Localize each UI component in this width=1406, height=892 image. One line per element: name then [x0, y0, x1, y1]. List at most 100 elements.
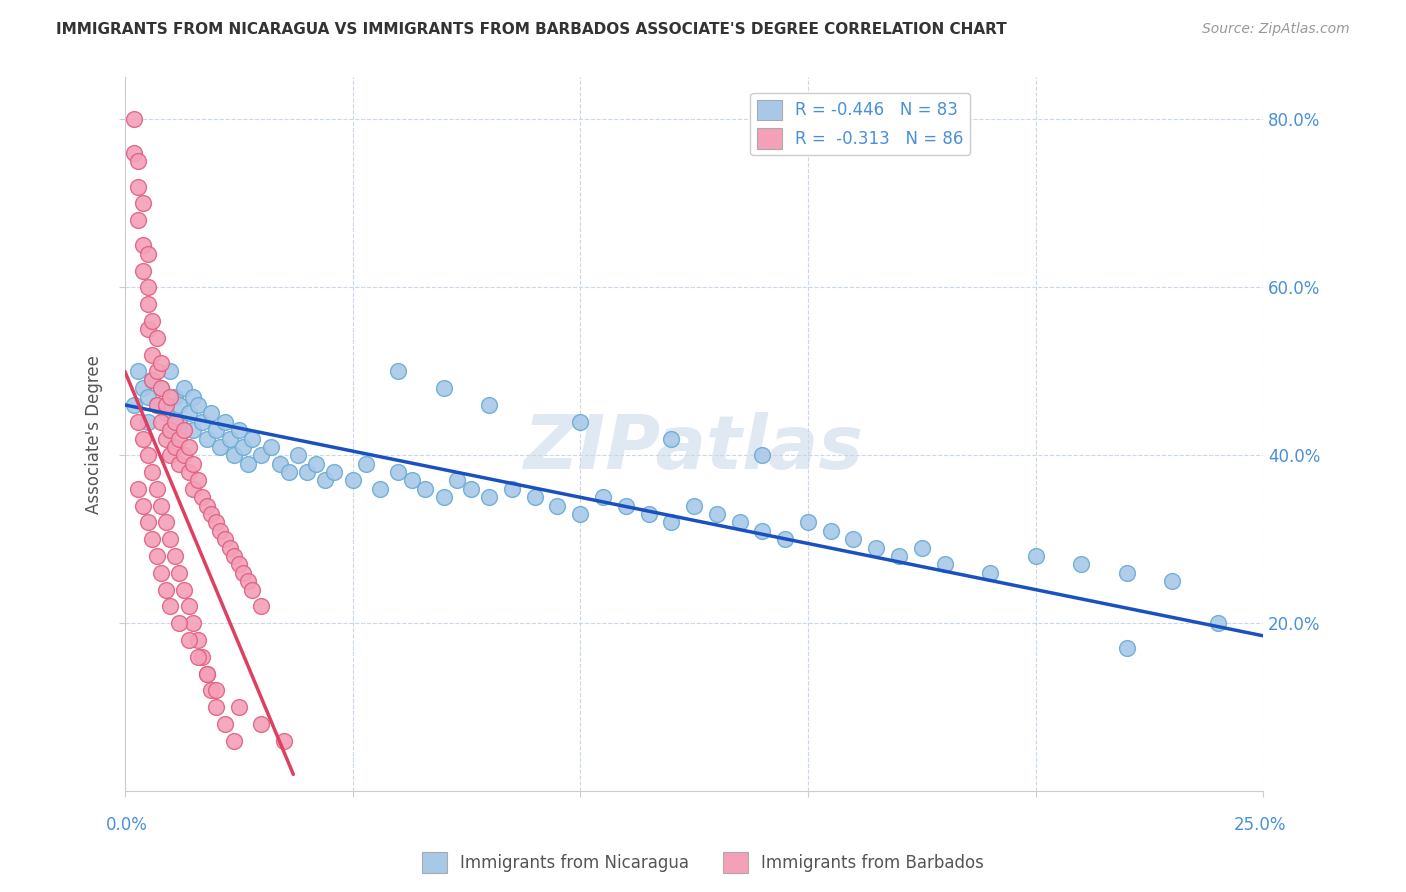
Point [136, 448, 159, 462]
Point [145, 398, 167, 412]
Point [155, 432, 177, 446]
Point [177, 440, 200, 454]
Point [446, 474, 468, 488]
Point [141, 373, 163, 387]
Point [122, 112, 145, 127]
Point [200, 683, 222, 698]
Point [169, 398, 191, 412]
Point [187, 474, 209, 488]
Point [205, 423, 228, 437]
Point [433, 490, 456, 504]
Point [232, 566, 254, 580]
Point [145, 364, 167, 378]
Point [163, 415, 186, 429]
Point [501, 482, 523, 496]
Point [155, 406, 177, 420]
Point [209, 440, 232, 454]
Point [122, 398, 145, 412]
Point [169, 616, 191, 631]
Point [387, 465, 409, 479]
Point [218, 541, 240, 555]
Point [314, 474, 336, 488]
Point [842, 533, 865, 547]
Point [195, 666, 218, 681]
Point [181, 457, 204, 471]
Point [159, 364, 181, 378]
Point [368, 482, 391, 496]
Point [911, 541, 934, 555]
Point [141, 373, 163, 387]
Point [751, 448, 773, 462]
Text: 0.0%: 0.0% [105, 816, 148, 834]
Point [259, 440, 281, 454]
Text: 25.0%: 25.0% [1234, 816, 1286, 834]
Point [228, 700, 250, 714]
Point [141, 314, 163, 328]
Point [683, 499, 706, 513]
Point [887, 549, 910, 563]
Point [169, 432, 191, 446]
Point [433, 381, 456, 395]
Point [240, 582, 263, 597]
Text: Source: ZipAtlas.com: Source: ZipAtlas.com [1202, 22, 1350, 37]
Legend: Immigrants from Nicaragua, Immigrants from Barbados: Immigrants from Nicaragua, Immigrants fr… [415, 846, 991, 880]
Point [614, 499, 637, 513]
Point [305, 457, 328, 471]
Point [728, 516, 751, 530]
Point [155, 398, 177, 412]
Point [187, 633, 209, 648]
Point [181, 390, 204, 404]
Point [191, 415, 214, 429]
Point [232, 440, 254, 454]
Point [177, 599, 200, 614]
Point [1115, 566, 1137, 580]
Point [136, 516, 159, 530]
Point [865, 541, 887, 555]
Point [224, 733, 246, 747]
Point [177, 406, 200, 420]
Point [145, 331, 167, 345]
Point [150, 415, 173, 429]
Point [240, 432, 263, 446]
Point [181, 423, 204, 437]
Point [145, 482, 167, 496]
Point [523, 490, 546, 504]
Point [136, 390, 159, 404]
Point [127, 154, 149, 169]
Point [460, 482, 482, 496]
Point [136, 297, 159, 311]
Point [228, 423, 250, 437]
Point [173, 448, 195, 462]
Point [163, 390, 186, 404]
Point [163, 440, 186, 454]
Point [173, 381, 195, 395]
Point [224, 549, 246, 563]
Point [415, 482, 437, 496]
Point [173, 582, 195, 597]
Point [141, 533, 163, 547]
Point [209, 524, 232, 538]
Point [159, 423, 181, 437]
Point [141, 347, 163, 361]
Point [706, 507, 728, 521]
Point [751, 524, 773, 538]
Point [287, 448, 309, 462]
Text: IMMIGRANTS FROM NICARAGUA VS IMMIGRANTS FROM BARBADOS ASSOCIATE'S DEGREE CORRELA: IMMIGRANTS FROM NICARAGUA VS IMMIGRANTS … [56, 22, 1007, 37]
Point [195, 432, 218, 446]
Point [205, 683, 228, 698]
Point [132, 432, 155, 446]
Point [159, 448, 181, 462]
Point [132, 238, 155, 252]
Point [145, 549, 167, 563]
Point [205, 700, 228, 714]
Point [181, 616, 204, 631]
Point [177, 465, 200, 479]
Point [155, 582, 177, 597]
Point [773, 533, 796, 547]
Text: ZIPatlas: ZIPatlas [524, 412, 865, 485]
Point [342, 474, 364, 488]
Point [218, 432, 240, 446]
Point [150, 356, 173, 370]
Point [224, 448, 246, 462]
Point [214, 415, 236, 429]
